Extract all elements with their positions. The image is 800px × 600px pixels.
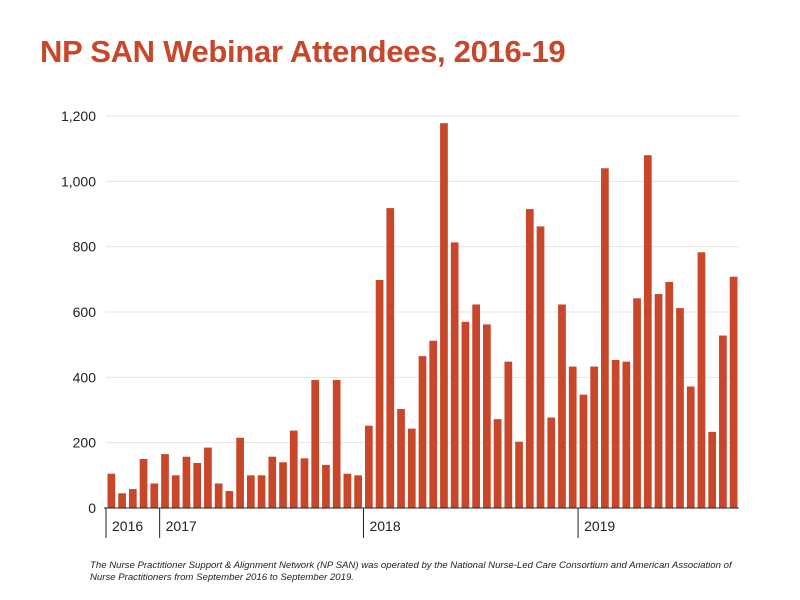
bar-chart: 0 200 400 600 800 1,000 1,200 2016 2017 2018 2019: [61, 108, 739, 538]
bar: [536, 226, 545, 508]
bar: [450, 242, 459, 509]
bar: [214, 483, 223, 508]
bar: [354, 475, 362, 508]
bar: [719, 335, 727, 508]
bar: [729, 276, 738, 508]
bar: [633, 298, 641, 508]
bar: [579, 394, 588, 508]
bar: [322, 464, 330, 508]
x-tick-label: 2016: [112, 518, 143, 534]
bar: [343, 473, 352, 508]
y-tick-label: 800: [73, 239, 97, 255]
bar: [643, 155, 652, 508]
bar: [332, 379, 341, 508]
bar: [182, 456, 191, 508]
bar: [279, 462, 287, 508]
bar: [601, 168, 609, 508]
bar: [386, 208, 395, 508]
bar: [107, 473, 116, 508]
footnote: The Nurse Practitioner Support & Alignme…: [90, 560, 732, 584]
bar: [429, 340, 438, 508]
bar: [204, 447, 212, 508]
bar: [461, 321, 470, 508]
bar: [558, 304, 566, 508]
bar: [289, 430, 298, 508]
bar: [268, 456, 277, 508]
bar: [257, 475, 266, 508]
x-axis: 2016 2017 2018 2019: [104, 507, 739, 538]
bar: [515, 441, 523, 508]
bar: [364, 425, 373, 508]
y-tick-label: 400: [73, 369, 97, 385]
y-tick-label: 0: [88, 500, 96, 516]
bar: [236, 437, 244, 508]
bar: [311, 379, 320, 508]
y-tick-label: 200: [73, 435, 97, 451]
bar: [118, 493, 126, 508]
bars: [107, 123, 738, 509]
bar: [525, 209, 534, 508]
bar: [397, 409, 405, 508]
bar: [686, 386, 695, 508]
x-tick-label: 2019: [584, 518, 615, 534]
bar: [300, 458, 309, 508]
chart-title: NP SAN Webinar Attendees, 2016-19: [40, 34, 566, 69]
bar: [676, 308, 684, 508]
bar: [193, 462, 202, 508]
y-axis-ticks: 0 200 400 600 800 1,000 1,200: [61, 108, 96, 516]
bar: [407, 428, 416, 508]
bar: [246, 475, 255, 508]
bar: [622, 361, 631, 508]
bar: [665, 281, 674, 508]
y-tick-label: 1,200: [61, 108, 96, 124]
bar: [483, 324, 491, 508]
bar: [418, 356, 427, 508]
bar: [547, 417, 556, 508]
bar: [697, 252, 706, 508]
bar: [440, 123, 448, 508]
bar: [375, 279, 384, 508]
bar: [504, 361, 513, 508]
bar: [171, 475, 180, 508]
bar: [611, 360, 620, 508]
bar: [225, 491, 234, 508]
x-tick-label: 2017: [166, 518, 197, 534]
bar: [654, 294, 663, 508]
bar: [493, 419, 502, 508]
bar: [708, 431, 717, 508]
x-tick-label: 2018: [369, 518, 400, 534]
bar: [568, 366, 577, 508]
bar: [590, 366, 599, 508]
bar: [161, 454, 169, 508]
bar: [472, 304, 480, 508]
y-tick-label: 1,000: [61, 173, 96, 189]
bar: [139, 459, 148, 508]
bar: [128, 489, 137, 508]
y-tick-label: 600: [73, 304, 97, 320]
bar: [150, 483, 159, 508]
